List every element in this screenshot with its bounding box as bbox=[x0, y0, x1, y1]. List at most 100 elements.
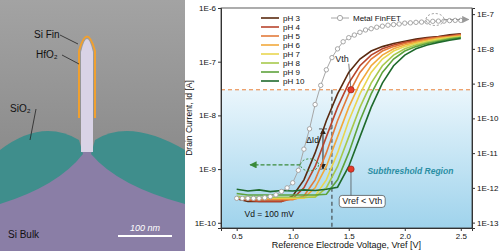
tick-mark bbox=[218, 169, 221, 170]
series-marker bbox=[251, 196, 255, 200]
tick-mark bbox=[472, 153, 475, 154]
legend-marker bbox=[337, 15, 342, 20]
series-marker bbox=[352, 33, 356, 37]
legend-item: pH 10 bbox=[261, 77, 305, 86]
tick: 1E-7 bbox=[472, 10, 494, 19]
tick-label: 0.5 bbox=[232, 232, 244, 241]
tick-mark bbox=[405, 228, 406, 231]
annotation-pointer bbox=[349, 64, 351, 90]
legend-item: pH 3 bbox=[261, 14, 300, 23]
sem-label: HfO₂ bbox=[36, 49, 58, 60]
tick-label: 1E-13 bbox=[477, 219, 499, 228]
legend-label: pH 9 bbox=[283, 68, 300, 77]
y-axis-title: Drain Current, Id [A] bbox=[184, 80, 194, 156]
label-pointer bbox=[60, 35, 78, 44]
series-marker bbox=[414, 20, 418, 24]
plot-frame bbox=[221, 8, 472, 228]
tick: 2.0 bbox=[400, 228, 412, 241]
tick-label: 1E-8 bbox=[477, 45, 494, 54]
series-line bbox=[237, 35, 461, 200]
tick-label: 1E-7 bbox=[477, 10, 494, 19]
tick-mark bbox=[472, 14, 475, 15]
axis-pointer-ellipse bbox=[301, 159, 319, 171]
legend-label: pH 4 bbox=[283, 23, 300, 32]
series-marker bbox=[453, 18, 457, 22]
series-line bbox=[237, 36, 461, 199]
series-marker bbox=[436, 19, 440, 23]
axis-line bbox=[218, 9, 222, 229]
tick-label: 1E-9 bbox=[199, 165, 216, 174]
tick-label: 1E-10 bbox=[195, 219, 217, 228]
tick: 1.5 bbox=[344, 228, 356, 241]
series-marker bbox=[313, 102, 317, 106]
series-marker bbox=[319, 83, 323, 87]
legend-label: pH 7 bbox=[283, 50, 300, 59]
threshold-point bbox=[348, 166, 354, 172]
hfo2-layer bbox=[79, 37, 95, 119]
annotation-box bbox=[339, 195, 385, 207]
axis-line bbox=[473, 9, 476, 229]
legend-label: pH 3 bbox=[283, 14, 300, 23]
legend-label: pH 6 bbox=[283, 41, 300, 50]
y-axis: 1E-101E-91E-81E-71E-6 bbox=[195, 4, 222, 228]
series-line bbox=[237, 38, 461, 191]
tick-mark bbox=[218, 62, 221, 63]
plot-area bbox=[221, 14, 472, 228]
legend-item: pH 6 bbox=[261, 41, 300, 50]
sem-label: Si Bulk bbox=[8, 229, 40, 240]
tick-mark bbox=[472, 188, 475, 189]
tick-label: 1E-6 bbox=[199, 4, 216, 13]
series-marker bbox=[296, 168, 300, 172]
tick: 1E-9 bbox=[472, 80, 494, 89]
series-marker bbox=[363, 28, 367, 32]
annotation: Vth bbox=[335, 54, 349, 64]
tick: 1E-11 bbox=[472, 149, 498, 158]
tick: 1E-13 bbox=[472, 219, 499, 228]
tick: 1E-9 bbox=[199, 165, 221, 174]
series-line bbox=[237, 38, 461, 195]
series-marker bbox=[431, 19, 435, 23]
label-pointer bbox=[62, 55, 79, 64]
tick: 1E-12 bbox=[472, 184, 499, 193]
series-line bbox=[237, 37, 461, 197]
x-axis-title: Reference Electrode Voltage, Vref [V] bbox=[272, 240, 421, 250]
tick: 1E-10 bbox=[195, 219, 221, 228]
series-line bbox=[237, 20, 461, 198]
series-marker bbox=[459, 18, 463, 22]
x-axis: 0.51.01.52.02.5 bbox=[222, 228, 473, 241]
series-marker bbox=[341, 40, 345, 44]
axis-line bbox=[222, 229, 473, 232]
tick-label: 1E-10 bbox=[477, 114, 499, 123]
series-marker bbox=[419, 20, 423, 24]
series-marker bbox=[369, 27, 373, 31]
legend-item: Metal FinFET bbox=[331, 14, 401, 23]
legend-swatch bbox=[261, 71, 279, 73]
series-marker bbox=[234, 196, 238, 200]
legend-swatch bbox=[261, 80, 279, 82]
series-marker bbox=[263, 196, 267, 200]
series-marker bbox=[279, 189, 283, 193]
annotation: Subthreshold Region bbox=[367, 166, 453, 176]
legend-item: pH 4 bbox=[261, 23, 300, 32]
series-line bbox=[237, 34, 461, 202]
tick: 2.5 bbox=[456, 228, 468, 241]
legend-swatch bbox=[261, 53, 279, 55]
series-marker bbox=[285, 186, 289, 190]
tick-mark bbox=[472, 118, 475, 119]
tick-mark bbox=[472, 49, 475, 50]
series-marker bbox=[274, 193, 278, 197]
axis-pointer-arrow bbox=[250, 164, 300, 165]
legend-item: pH 9 bbox=[261, 68, 300, 77]
series-line bbox=[237, 36, 461, 197]
series-marker bbox=[380, 24, 384, 28]
legend: pH 3pH 4pH 5pH 6pH 7pH 8pH 9pH 10Metal F… bbox=[261, 14, 401, 86]
axis-pointer-ellipse bbox=[426, 14, 444, 26]
tick-mark bbox=[349, 228, 350, 231]
series-marker bbox=[335, 47, 339, 51]
tick: 1E-7 bbox=[199, 58, 221, 67]
sem-label: SiO₂ bbox=[10, 103, 31, 114]
tick-mark bbox=[472, 223, 475, 224]
tick: 1E-8 bbox=[472, 45, 494, 54]
annotation: Vd = 100 mV bbox=[245, 209, 295, 219]
tick-mark bbox=[237, 228, 238, 231]
